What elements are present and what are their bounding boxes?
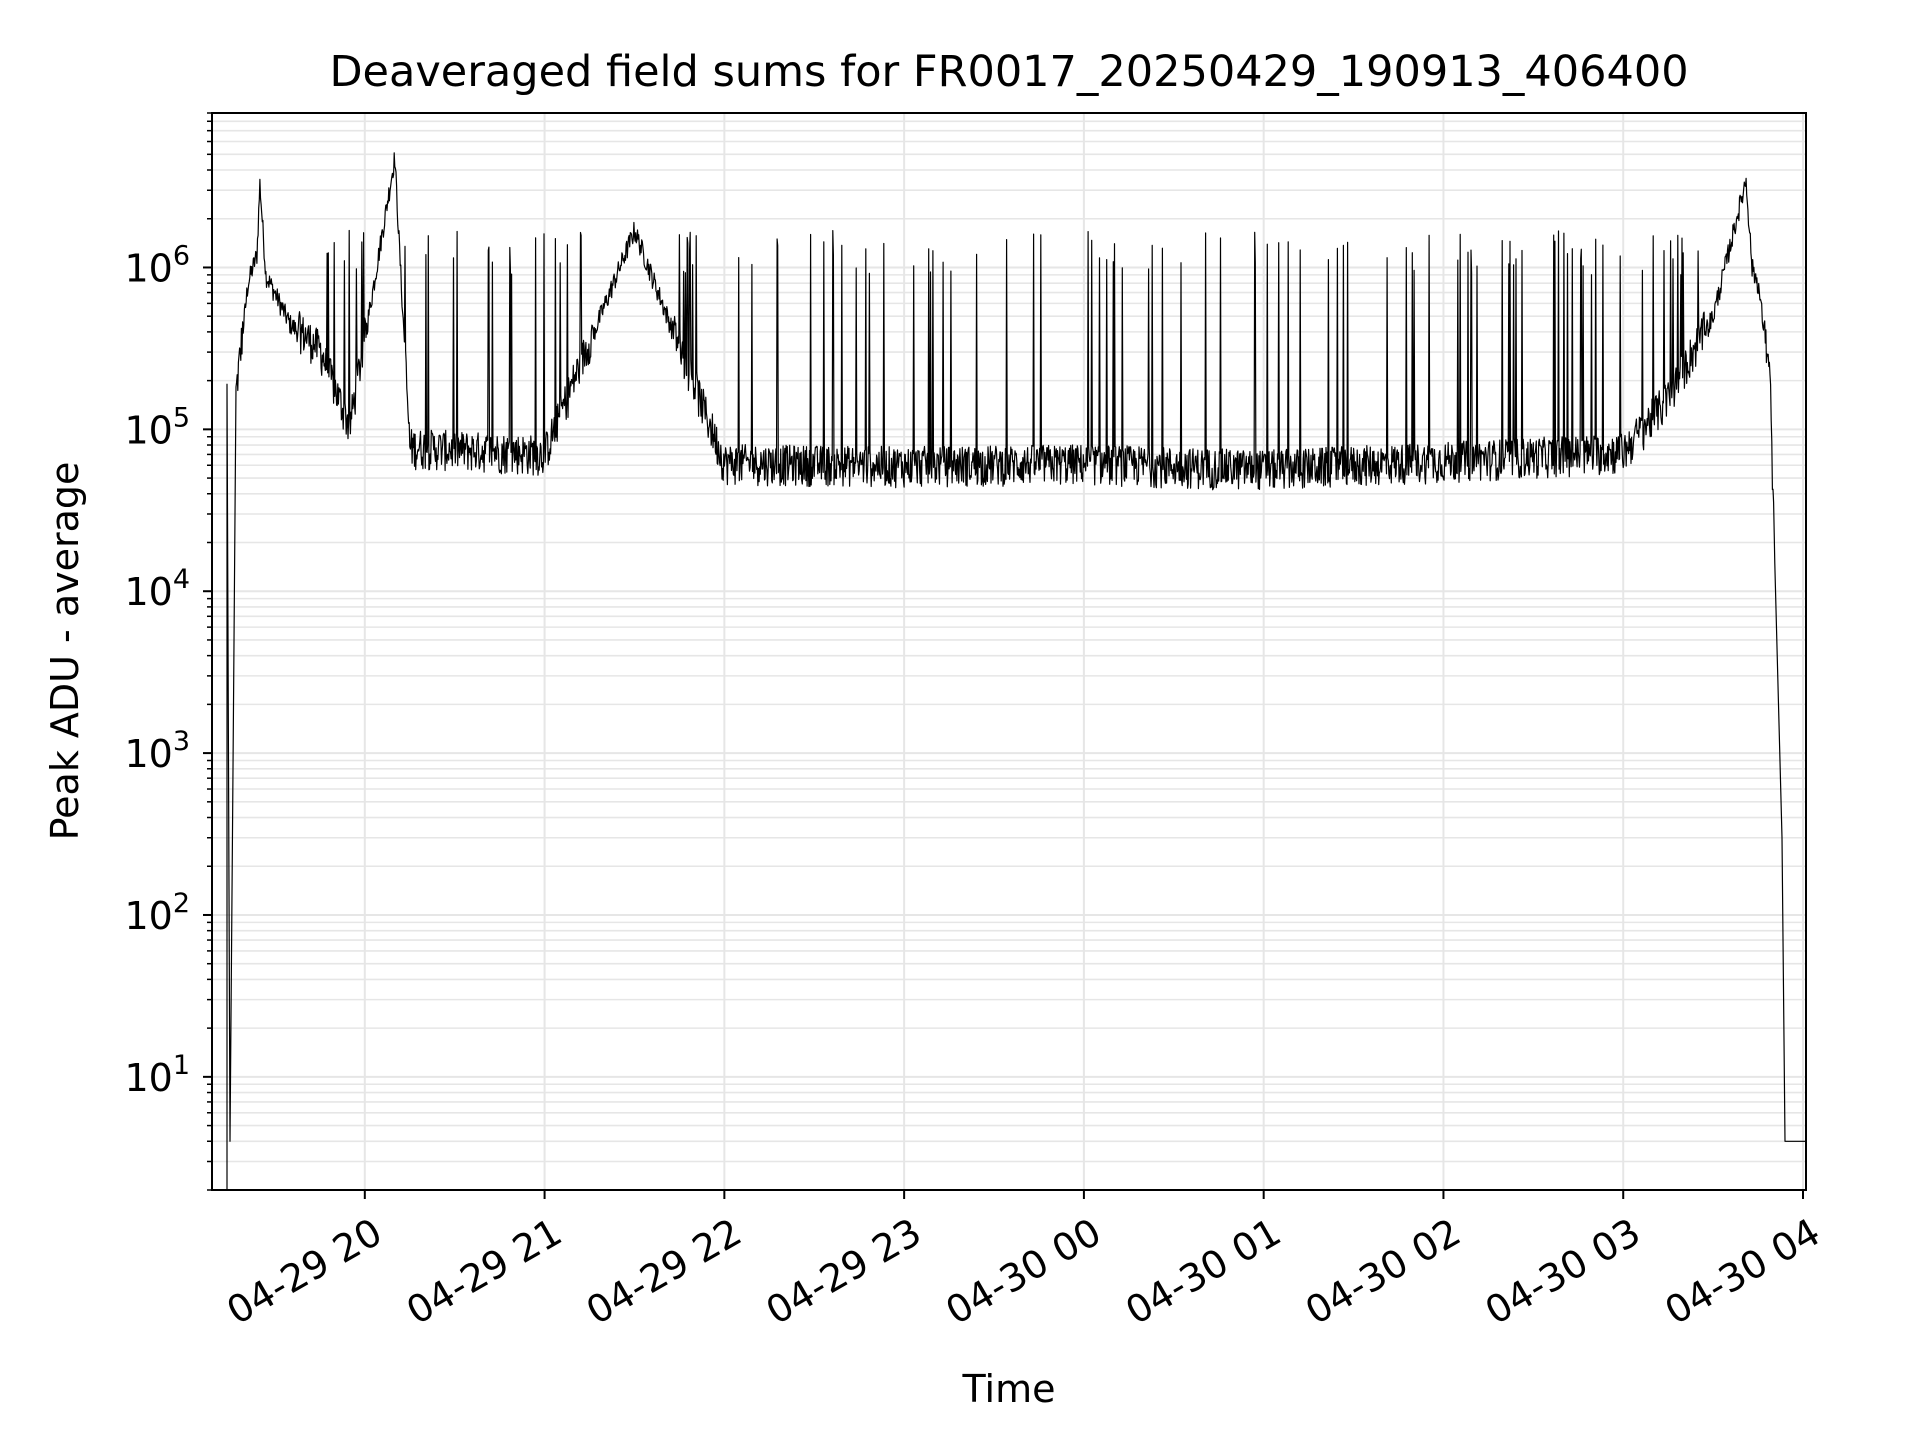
y-tick-label: 105	[124, 402, 190, 452]
y-tick-label: 103	[124, 726, 190, 776]
x-tick-label: 04-29 23	[759, 1210, 929, 1334]
y-tick-exponent: 2	[173, 888, 190, 919]
y-axis-label: Peak ADU - average	[43, 462, 87, 841]
grid	[212, 112, 1806, 1191]
x-tick-label: 04-30 03	[1478, 1210, 1648, 1334]
y-tick-label: 106	[124, 240, 190, 290]
chart-title: Deaveraged field sums for FR0017_2025042…	[329, 47, 1688, 97]
x-tick-label: 04-30 04	[1658, 1210, 1828, 1334]
y-tick-label: 102	[124, 888, 190, 938]
y-tick-exponent: 4	[173, 564, 190, 595]
x-tick-label: 04-29 22	[579, 1210, 749, 1334]
x-tick-label: 04-30 00	[938, 1210, 1108, 1334]
series-layer	[226, 152, 1806, 1190]
x-axis-label: Time	[962, 1367, 1056, 1411]
y-tick-exponent: 3	[173, 726, 190, 757]
x-tick-label: 04-29 20	[219, 1210, 389, 1334]
y-tick-exponent: 1	[173, 1050, 190, 1081]
y-tick-base: 10	[124, 732, 172, 776]
y-tick-label: 104	[124, 564, 190, 614]
x-tick-label: 04-30 01	[1118, 1210, 1288, 1334]
y-tick-base: 10	[124, 246, 172, 290]
y-tick-exponent: 5	[173, 402, 190, 433]
y-tick-base: 10	[124, 570, 172, 614]
y-tick-exponent: 6	[173, 240, 190, 271]
x-tick-label: 04-29 21	[399, 1210, 569, 1334]
y-tick-base: 10	[124, 408, 172, 452]
x-tick-label: 04-30 02	[1298, 1210, 1468, 1334]
plot-frame	[211, 112, 1807, 1191]
y-tick-label: 101	[124, 1050, 190, 1100]
y-tick-base: 10	[124, 894, 172, 938]
series-line	[226, 152, 1806, 1190]
y-tick-base: 10	[124, 1056, 172, 1100]
